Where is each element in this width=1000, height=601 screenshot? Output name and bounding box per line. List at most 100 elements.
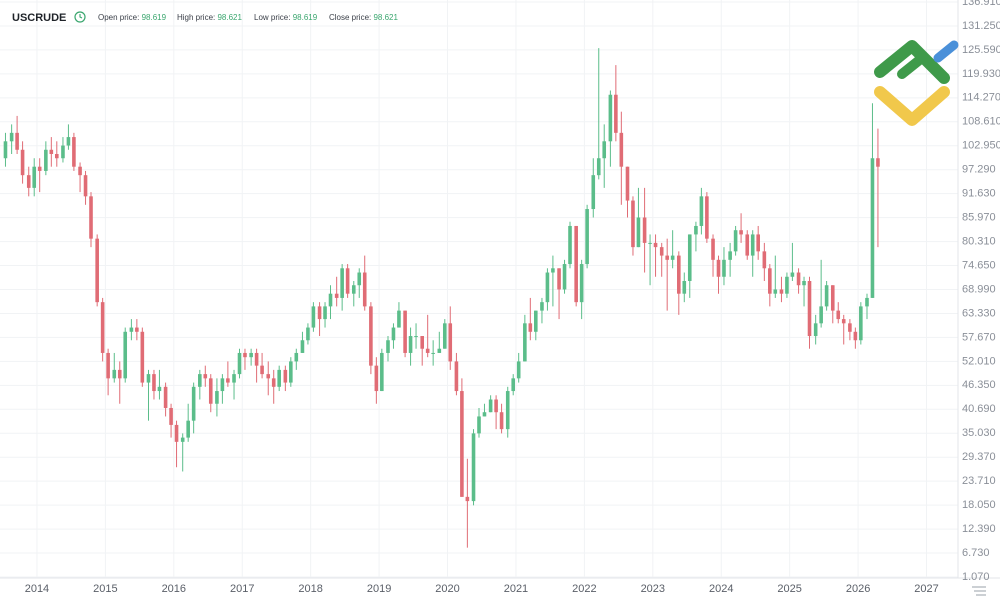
candle-body	[300, 340, 305, 353]
candle-body	[420, 336, 425, 349]
y-tick-label: 1.070	[962, 571, 990, 583]
candle-body	[642, 217, 647, 243]
x-tick-label: 2015	[93, 583, 117, 595]
candle-body	[220, 378, 225, 392]
candle-body	[471, 433, 476, 502]
candle-body	[568, 225, 572, 265]
candle-body	[345, 268, 350, 294]
stat-value: 98.621	[217, 13, 242, 22]
candle-body	[232, 374, 236, 383]
candle-body	[448, 323, 453, 362]
candle-body	[745, 234, 750, 256]
candle-body	[72, 137, 76, 167]
candle-body	[505, 391, 510, 430]
x-tick-label: 2023	[641, 583, 665, 595]
candle-body	[551, 268, 555, 273]
candle-body	[779, 289, 784, 294]
y-tick-label: 63.330	[962, 307, 996, 319]
stat-label: Open price:	[98, 13, 139, 22]
stat-label: Low price:	[254, 13, 290, 22]
candle-body	[289, 361, 293, 383]
candle-body	[437, 348, 442, 353]
candle-body	[545, 272, 550, 303]
candle-body	[208, 378, 213, 404]
candle-body	[9, 132, 14, 142]
y-tick-label: 6.730	[962, 547, 990, 559]
candle-body	[20, 149, 25, 176]
candle-body	[380, 352, 384, 392]
candle-body	[528, 323, 533, 332]
candle-body	[146, 374, 151, 383]
stat-value: 98.621	[373, 13, 398, 22]
candle-body	[271, 378, 276, 387]
y-tick-label: 35.030	[962, 427, 996, 439]
y-tick-label: 108.610	[962, 116, 1000, 128]
candle-body	[61, 145, 65, 159]
logo	[874, 40, 959, 126]
candles	[3, 48, 880, 548]
candle-body	[260, 365, 264, 375]
candle-body	[283, 369, 288, 383]
candle-body	[237, 352, 242, 375]
x-tick-label: 2019	[367, 583, 391, 595]
candle-body	[585, 209, 589, 265]
x-tick-label: 2016	[162, 583, 186, 595]
candle-body	[254, 352, 259, 366]
stat-value: 98.619	[293, 13, 318, 22]
candle-body	[785, 276, 789, 294]
candle-body	[579, 264, 584, 303]
candle-body	[37, 166, 42, 171]
stat-value: 98.619	[142, 13, 167, 22]
candle-body	[716, 259, 721, 277]
candle-body	[653, 242, 658, 248]
candle-body	[750, 234, 755, 256]
candle-body	[180, 437, 185, 442]
candle-body	[414, 336, 418, 338]
candle-body	[790, 272, 795, 277]
y-tick-label: 114.270	[962, 92, 1000, 104]
axes: 1.070 6.730 12.390 18.050 23.710 29.370 35.030…	[25, 0, 1000, 595]
candle-body	[391, 327, 396, 341]
x-tick-label: 2018	[298, 583, 322, 595]
candle-body	[306, 327, 310, 341]
candle-body	[157, 386, 162, 392]
y-tick-label: 97.290	[962, 164, 996, 176]
candle-body	[129, 327, 134, 332]
candle-body	[670, 255, 675, 260]
candle-body	[677, 255, 681, 294]
candle-body	[26, 175, 31, 188]
candle-body	[95, 238, 99, 303]
stat: Low price: 98.619	[254, 13, 318, 22]
candle-body	[665, 255, 669, 260]
candle-body	[135, 327, 139, 332]
candle-body	[425, 348, 430, 353]
candle-body	[499, 412, 504, 430]
candle-body	[54, 154, 59, 159]
candle-body	[431, 352, 435, 354]
clock-icon[interactable]	[74, 11, 86, 23]
candle-body	[865, 297, 869, 307]
candle-body	[802, 280, 806, 286]
candle-body	[198, 374, 202, 387]
x-tick-label: 2014	[25, 583, 49, 595]
candle-body	[78, 166, 82, 176]
candle-body	[533, 310, 538, 332]
candle-body	[386, 340, 390, 353]
x-tick-label: 2017	[230, 583, 254, 595]
candle-body	[631, 200, 635, 248]
candle-body	[44, 149, 48, 171]
candle-body	[614, 94, 618, 133]
y-tick-label: 12.390	[962, 523, 996, 535]
candle-body	[106, 352, 110, 379]
candle-body	[848, 323, 852, 332]
settings-icon[interactable]	[972, 586, 986, 596]
candle-body	[397, 310, 401, 328]
candle-body	[596, 158, 601, 176]
candle-body	[516, 361, 521, 379]
candle-body	[362, 272, 367, 307]
candle-body	[277, 369, 281, 387]
y-tick-label: 57.670	[962, 331, 996, 343]
candle-body	[511, 378, 516, 392]
candle-body	[249, 352, 253, 358]
candle-body	[89, 196, 93, 239]
